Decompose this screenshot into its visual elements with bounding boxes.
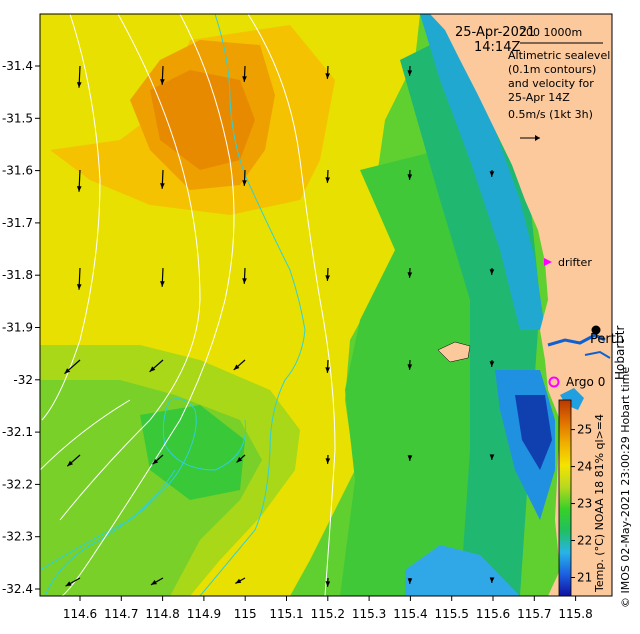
x-tick-label: 115 — [234, 607, 257, 621]
y-tick-label: -31.5 — [2, 111, 33, 125]
note-line-1: Altimetric sealevel — [508, 49, 610, 62]
x-tick-label: 115.8 — [558, 607, 592, 621]
colorbar-gradient — [559, 400, 571, 596]
x-tick-label: 115.1 — [269, 607, 303, 621]
isobath-scale-label: 200 1000m — [519, 26, 582, 39]
y-tick-label: -32.2 — [2, 477, 33, 491]
colorbar-label: Temp. (°C) NOAA 18 81% ql>=4 — [593, 414, 606, 593]
x-tick-label: 115.6 — [476, 607, 510, 621]
argo-label: Argo 0 — [566, 375, 605, 389]
y-axis: -31.4 -31.5 -31.6 -31.7 -31.8 -31.9 -32 -32.1 -3… — [2, 59, 40, 596]
note-line-3: and velocity for — [508, 77, 594, 90]
x-axis: 114.6 114.7 114.8 114.9 115 115.1 115.2 115.3 11… — [63, 596, 593, 621]
y-tick-label: -31.9 — [2, 321, 33, 335]
x-tick-label: 115.3 — [352, 607, 386, 621]
x-tick-label: 115.4 — [393, 607, 427, 621]
x-tick-label: 114.7 — [104, 607, 138, 621]
y-tick-label: -31.7 — [2, 216, 33, 230]
colorbar-tick-label: 22 — [577, 534, 592, 548]
note-line-4: 25-Apr 14Z — [508, 91, 570, 104]
credit-text: © IMOS 02-May-2021 23:00:29 Hobart time — [619, 367, 632, 608]
colorbar-tick-label: 21 — [577, 571, 592, 585]
y-tick-label: -31.4 — [2, 59, 33, 73]
colorbar-tick-label: 25 — [577, 423, 592, 437]
x-tick-label: 115.5 — [435, 607, 469, 621]
drifter-label: drifter — [558, 256, 592, 269]
x-tick-label: 115.2 — [311, 607, 345, 621]
y-tick-label: -32.1 — [2, 425, 33, 439]
y-tick-label: -32.3 — [2, 530, 33, 544]
colorbar-tick-label: 24 — [577, 460, 592, 474]
x-tick-label: 114.9 — [187, 607, 221, 621]
x-tick-label: 115.7 — [517, 607, 551, 621]
y-tick-label: -31.6 — [2, 164, 33, 178]
x-tick-label: 114.8 — [145, 607, 179, 621]
colorbar-tick-label: 23 — [577, 497, 592, 511]
x-tick-label: 114.6 — [63, 607, 97, 621]
note-line-2: (0.1m contours) — [508, 63, 596, 76]
y-tick-label: -32.4 — [2, 582, 33, 596]
note-line-5: 0.5m/s (1kt 3h) — [508, 108, 593, 121]
y-tick-label: -32 — [13, 373, 33, 387]
y-tick-label: -31.8 — [2, 268, 33, 282]
